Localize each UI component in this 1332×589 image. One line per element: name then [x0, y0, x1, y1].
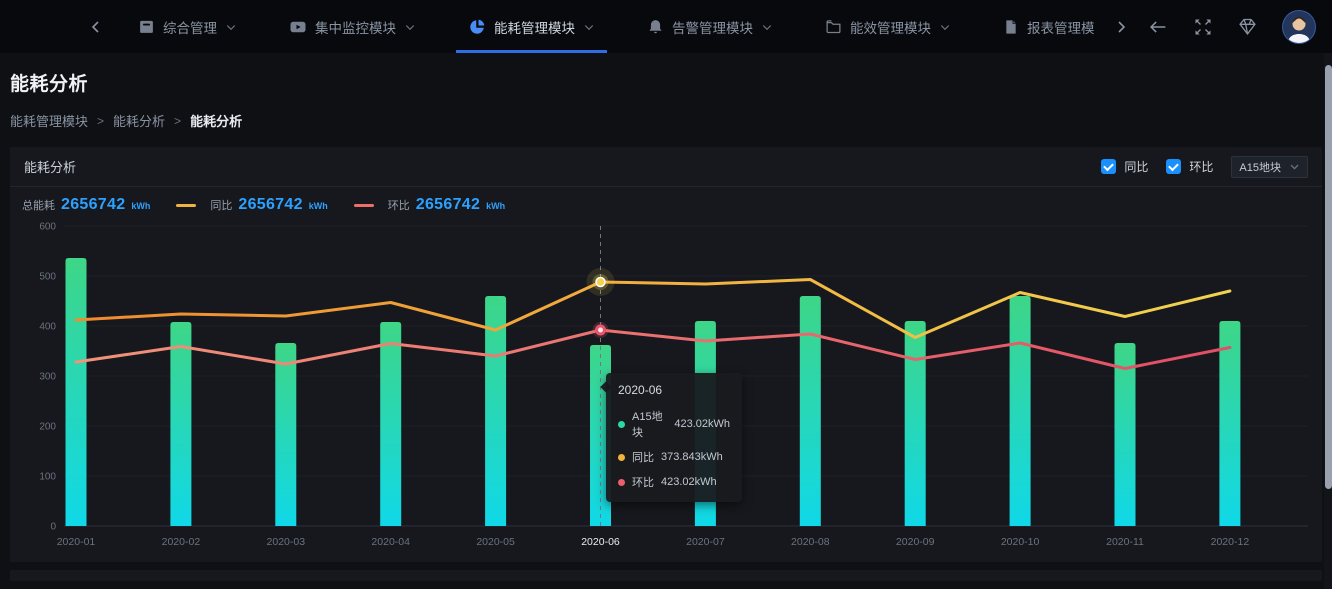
mom-summary: 环比 2656742 kWh — [388, 196, 505, 214]
svg-text:2020-09: 2020-09 — [896, 536, 935, 548]
tab-alarm-management[interactable]: 告警管理模块 — [635, 0, 785, 53]
breadcrumb-item-current: 能耗分析 — [190, 114, 243, 129]
mom-legend-dash — [353, 203, 374, 207]
scrollbar-thumb[interactable] — [1324, 65, 1332, 489]
summary-label: 同比 — [210, 200, 233, 212]
pie-chart-icon — [468, 18, 486, 36]
chevron-down-icon — [225, 21, 237, 33]
tab-label: 能效管理模块 — [850, 20, 931, 36]
panel-header: 能耗分析 同比 环比 A15地块 — [10, 147, 1322, 187]
chevron-down-icon — [939, 21, 951, 33]
svg-text:2020-01: 2020-01 — [57, 536, 96, 548]
tab-central-monitoring[interactable]: 集中监控模块 — [277, 0, 428, 53]
svg-text:2020-12: 2020-12 — [1211, 536, 1250, 548]
svg-text:2020-03: 2020-03 — [267, 536, 306, 548]
tab-report-management[interactable]: 报表管理模 — [991, 0, 1107, 53]
tab-comprehensive-management[interactable]: 综合管理 — [126, 0, 249, 53]
chart-svg[interactable]: 0 100 200 300 400 500 600 2020-01 2020-02 2020-03… — [10, 214, 1320, 554]
svg-text:500: 500 — [39, 272, 56, 283]
video-icon — [289, 18, 307, 36]
svg-text:2020-07: 2020-07 — [686, 536, 725, 548]
svg-text:400: 400 — [39, 322, 56, 333]
chevron-down-icon — [583, 21, 595, 33]
nav-tabs: 综合管理 集中监控模块 能耗管理模块 — [126, 0, 1129, 53]
chart-summary-row: 总能耗 2656742 kWh 同比 2656742 kWh 环比 265674… — [10, 187, 1322, 214]
svg-text:2020-06: 2020-06 — [581, 536, 620, 548]
chevron-down-icon — [404, 21, 416, 33]
checkbox-label: 环比 — [1189, 160, 1214, 174]
yoy-summary: 同比 2656742 kWh — [210, 196, 327, 214]
gem-icon[interactable] — [1237, 16, 1258, 37]
breadcrumb: 能耗管理模块 > 能耗分析 > 能耗分析 — [10, 111, 1322, 130]
summary-label: 总能耗 — [22, 200, 55, 212]
page-scrollbar[interactable] — [1324, 53, 1332, 589]
user-avatar[interactable] — [1282, 9, 1316, 44]
summary-label: 环比 — [387, 200, 410, 212]
breadcrumb-separator: > — [97, 113, 105, 128]
fullscreen-expand-icon[interactable] — [1193, 17, 1213, 37]
file-icon — [1003, 19, 1019, 35]
tabs-scroll-left-icon[interactable] — [88, 19, 104, 35]
tab-energy-efficiency[interactable]: 能效管理模块 — [813, 0, 963, 53]
chart-area: 0 100 200 300 400 500 600 2020-01 2020-02 2020-03… — [10, 214, 1322, 554]
mom-checkbox[interactable]: 环比 — [1166, 158, 1213, 175]
select-value: A15地块 — [1239, 161, 1281, 174]
navbar-actions — [1147, 9, 1332, 44]
tab-label: 综合管理 — [163, 20, 217, 36]
tab-label: 报表管理模 — [1027, 20, 1095, 36]
svg-text:2020-10: 2020-10 — [1001, 536, 1040, 548]
yoy-legend-dash — [176, 203, 197, 207]
panel-controls: 同比 环比 A15地块 — [1101, 155, 1308, 178]
archive-icon — [138, 18, 155, 35]
checkbox-label: 同比 — [1124, 160, 1149, 174]
breadcrumb-item[interactable]: 能耗管理模块 — [10, 114, 89, 129]
breadcrumb-item[interactable]: 能耗分析 — [113, 114, 166, 129]
svg-text:300: 300 — [39, 372, 56, 383]
page-title: 能耗分析 — [10, 74, 89, 95]
total-energy-summary: 总能耗 2656742 kWh — [22, 196, 150, 214]
plot-area-select[interactable]: A15地块 — [1231, 155, 1308, 178]
bell-icon — [647, 18, 664, 35]
panel-title: 能耗分析 — [24, 160, 77, 175]
svg-text:0: 0 — [50, 522, 56, 533]
next-panel-top-edge — [10, 570, 1322, 581]
tab-energy-management[interactable]: 能耗管理模块 — [456, 0, 607, 53]
chevron-down-icon — [761, 21, 773, 33]
svg-text:2020-02: 2020-02 — [162, 536, 201, 548]
energy-analysis-panel: 能耗分析 同比 环比 A15地块 总能 — [10, 147, 1322, 562]
summary-unit: kWh — [308, 201, 328, 211]
summary-value: 2656742 — [238, 196, 303, 213]
tab-label: 告警管理模块 — [672, 20, 753, 36]
breadcrumb-separator: > — [174, 113, 182, 128]
summary-unit: kWh — [486, 201, 506, 211]
chevron-down-icon — [1289, 161, 1300, 172]
svg-text:2020-11: 2020-11 — [1106, 536, 1144, 548]
checkbox-checked-icon[interactable] — [1101, 159, 1117, 174]
arrow-left-icon[interactable] — [1147, 16, 1169, 38]
tab-label: 能耗管理模块 — [494, 20, 575, 36]
summary-value: 2656742 — [415, 196, 481, 213]
svg-text:600: 600 — [39, 222, 56, 233]
summary-value: 2656742 — [61, 196, 126, 213]
folder-icon — [825, 18, 842, 35]
svg-text:2020-04: 2020-04 — [371, 536, 410, 548]
page-content: 能耗分析 能耗管理模块 > 能耗分析 > 能耗分析 能耗分析 同比 环比 A15… — [0, 69, 1332, 562]
summary-unit: kWh — [131, 201, 151, 211]
top-navbar: 综合管理 集中监控模块 能耗管理模块 — [0, 0, 1332, 53]
tab-label: 集中监控模块 — [315, 20, 396, 36]
tabs-scroll-right-icon[interactable] — [1113, 19, 1129, 35]
svg-text:100: 100 — [39, 472, 56, 483]
svg-text:2020-05: 2020-05 — [476, 536, 515, 548]
svg-text:2020-08: 2020-08 — [791, 536, 830, 548]
checkbox-checked-icon[interactable] — [1166, 159, 1182, 174]
yoy-checkbox[interactable]: 同比 — [1101, 158, 1148, 175]
svg-text:200: 200 — [39, 422, 56, 433]
